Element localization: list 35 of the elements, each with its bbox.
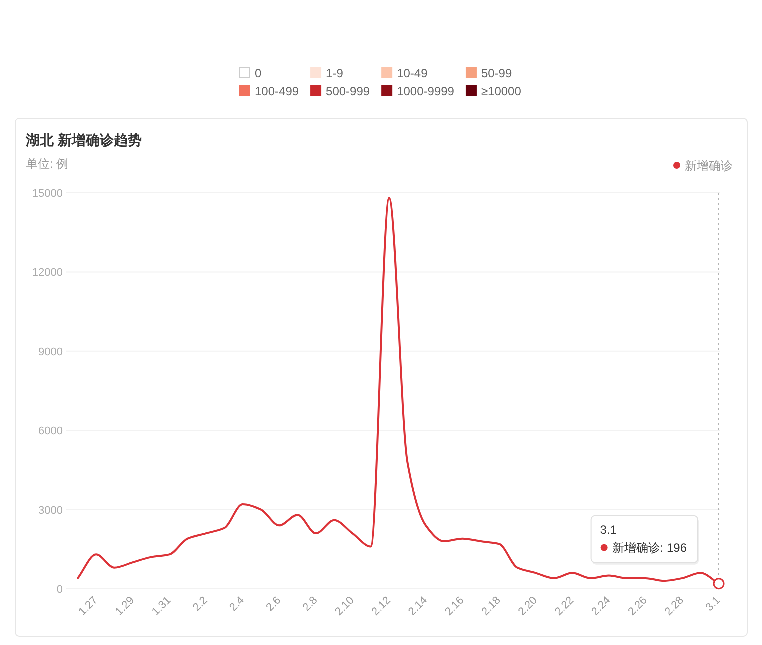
legend-item: ≥10000 — [466, 84, 522, 98]
chart-title: 湖北 新增确诊趋势 — [25, 132, 142, 148]
legend-item: 100-499 — [240, 84, 300, 98]
x-tick-label: 3.1 — [704, 594, 724, 614]
x-tick-label: 2.4 — [228, 594, 247, 614]
legend-item: 50-99 — [466, 66, 512, 80]
legend-item: 1000-9999 — [382, 84, 454, 98]
legend-label: 新增确诊 — [685, 159, 733, 173]
y-tick-label: 15000 — [32, 188, 63, 200]
x-tick-label: 2.8 — [300, 594, 320, 614]
category-label: 1-9 — [326, 66, 344, 80]
legend-item: 新增确诊 — [674, 159, 733, 173]
x-tick-label: 1.31 — [150, 594, 174, 618]
x-tick-label: 2.2 — [191, 594, 210, 614]
legend-item: 10-49 — [382, 66, 428, 80]
y-tick-label: 0 — [56, 584, 63, 596]
y-tick-label: 3000 — [38, 504, 63, 517]
chart-subtitle: 单位: 例 — [26, 157, 69, 171]
y-tick-label: 9000 — [38, 346, 63, 358]
legend-item: 1-9 — [310, 66, 344, 80]
x-tick-label: 1.29 — [113, 594, 138, 618]
annotation: 3.1 新增确诊: 196 — [600, 522, 688, 555]
category-label: 100-499 — [255, 84, 300, 98]
category-label: 50-99 — [481, 66, 512, 80]
category-label: 0 — [255, 66, 262, 80]
y-tick-label: 12000 — [32, 267, 63, 280]
tooltip: 3.1 新增确诊: 196 — [590, 515, 699, 565]
x-tick-label: 2.6 — [264, 594, 284, 614]
category-label: 10-49 — [397, 66, 428, 80]
y-tick-label: 6000 — [38, 426, 63, 438]
category-label: ≥10000 — [481, 84, 522, 98]
legend-item: 0 — [240, 66, 262, 80]
category-label: 1000-9999 — [397, 84, 455, 98]
legend-item: 500-999 — [310, 84, 370, 98]
category-label: 500-999 — [326, 84, 370, 98]
